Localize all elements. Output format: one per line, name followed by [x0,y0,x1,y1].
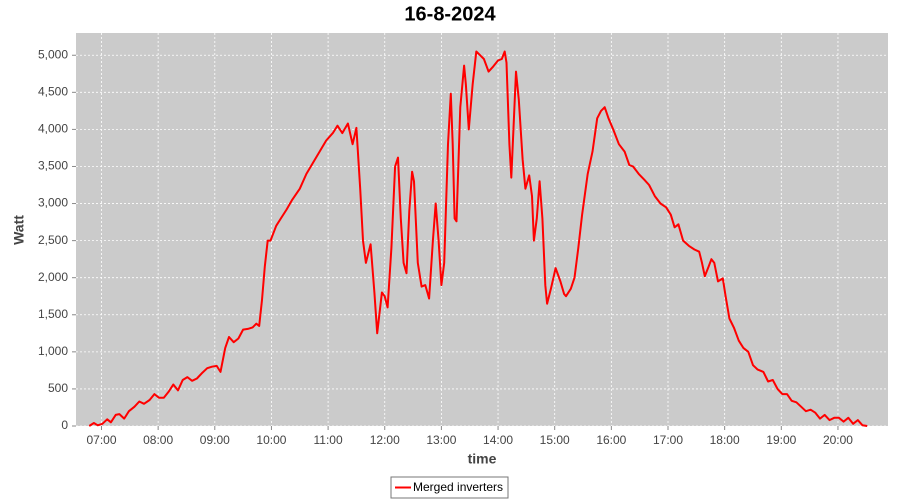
x-tick-label: 15:00 [540,433,570,447]
y-tick-label: 5,000 [38,47,68,61]
x-tick-label: 11:00 [314,433,343,447]
x-tick-label: 12:00 [370,433,400,447]
y-tick-label: 4,500 [38,84,68,98]
y-tick-label: 0 [61,418,68,432]
x-tick-label: 08:00 [143,433,173,447]
y-axis-label: Watt [11,215,27,245]
legend-label: Merged inverters [413,480,503,494]
x-tick-label: 18:00 [710,433,740,447]
y-tick-label: 1,500 [38,307,68,321]
y-tick-label: 3,000 [38,196,68,210]
x-tick-label: 10:00 [256,433,286,447]
y-tick-label: 3,500 [38,159,68,173]
x-tick-label: 13:00 [426,433,456,447]
x-tick-label: 07:00 [86,433,116,447]
x-tick-label: 09:00 [200,433,230,447]
chart-title: 16-8-2024 [404,3,496,25]
y-tick-label: 1,000 [38,344,68,358]
y-tick-label: 2,500 [38,233,68,247]
x-tick-label: 17:00 [653,433,683,447]
y-tick-label: 4,000 [38,122,68,136]
x-tick-label: 16:00 [596,433,626,447]
y-tick-label: 500 [48,381,68,395]
x-axis-label: time [468,451,497,467]
plot-area [76,33,888,426]
x-tick-label: 14:00 [483,433,513,447]
legend-box [390,476,509,499]
x-tick-label: 19:00 [766,433,796,447]
x-tick-label: 20:00 [823,433,853,447]
y-tick-label: 2,000 [38,270,68,284]
line-series [88,50,868,427]
